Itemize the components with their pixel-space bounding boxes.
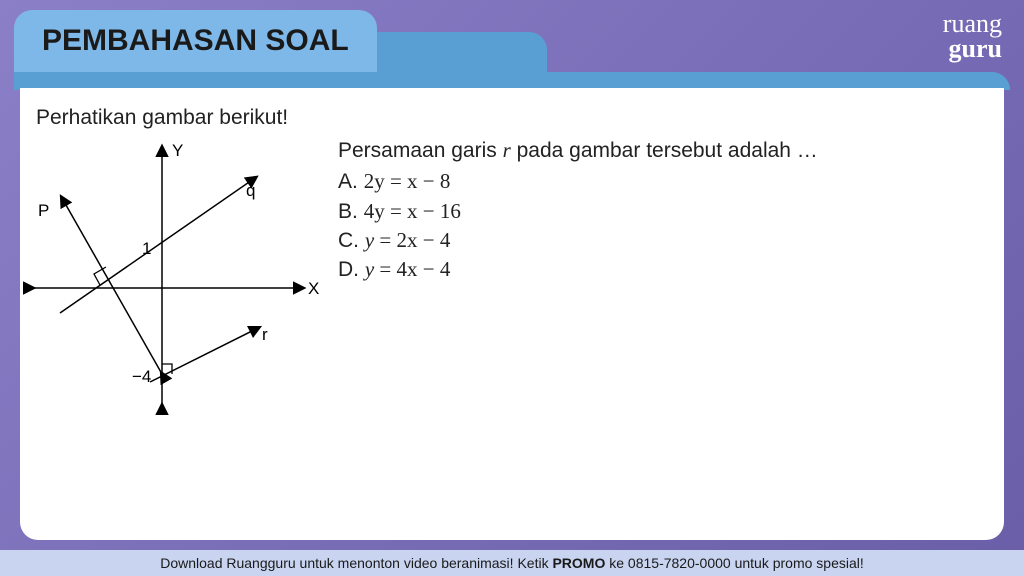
option-b-lhs: 4y [364, 199, 385, 223]
line-label-r: r [262, 325, 268, 344]
option-a-label: A. [338, 170, 364, 193]
tick-label-1: 1 [142, 239, 151, 258]
question-prompt: Persamaan garis r pada gambar tersebut a… [338, 136, 818, 165]
line-label-q: q [246, 181, 255, 200]
footer-post: ke 0815-7820-0000 untuk promo spesial! [605, 555, 863, 571]
option-b-label: B. [338, 200, 364, 223]
option-d-label: D. [338, 258, 365, 281]
option-d-lhs: y [365, 257, 374, 281]
option-a-lhs: 2y [364, 169, 385, 193]
option-c: C. y = 2x − 4 [338, 226, 818, 255]
tick-label-neg4: −4 [132, 367, 151, 386]
option-c-eq: = [374, 228, 396, 252]
option-b-eq: = [385, 199, 407, 223]
footer-pre: Download Ruangguru untuk menonton video … [160, 555, 552, 571]
content-panel: Perhatikan gambar berikut! X Y P q r 1 −… [20, 88, 1004, 540]
option-d: D. y = 4x − 4 [338, 255, 818, 284]
prompt-pre: Persamaan garis [338, 139, 503, 162]
option-c-rhs: 2x − 4 [397, 228, 451, 252]
tab-spacer [377, 32, 547, 72]
option-b-rhs: x − 16 [407, 199, 461, 223]
option-a: A. 2y = x − 8 [338, 167, 818, 196]
option-c-lhs: y [365, 228, 374, 252]
footer-bar: Download Ruangguru untuk menonton video … [0, 550, 1024, 576]
axis-label-x: X [308, 279, 319, 298]
coordinate-diagram: X Y P q r 1 −4 [20, 138, 330, 418]
axis-label-y: Y [172, 141, 183, 160]
option-a-rhs: x − 8 [407, 169, 450, 193]
option-c-label: C. [338, 229, 365, 252]
tab-title: PEMBAHASAN SOAL [14, 10, 377, 72]
question-block: Persamaan garis r pada gambar tersebut a… [338, 136, 818, 285]
footer-bold: PROMO [552, 555, 605, 571]
prompt-post: pada gambar tersebut adalah … [511, 139, 818, 162]
instruction-text: Perhatikan gambar berikut! [36, 106, 288, 130]
option-b: B. 4y = x − 16 [338, 197, 818, 226]
option-a-eq: = [385, 169, 407, 193]
option-d-rhs: 4x − 4 [397, 257, 451, 281]
prompt-var: r [503, 138, 511, 162]
option-d-eq: = [374, 257, 396, 281]
line-label-p: P [38, 201, 49, 220]
tab-container: PEMBAHASAN SOAL [14, 10, 1010, 90]
